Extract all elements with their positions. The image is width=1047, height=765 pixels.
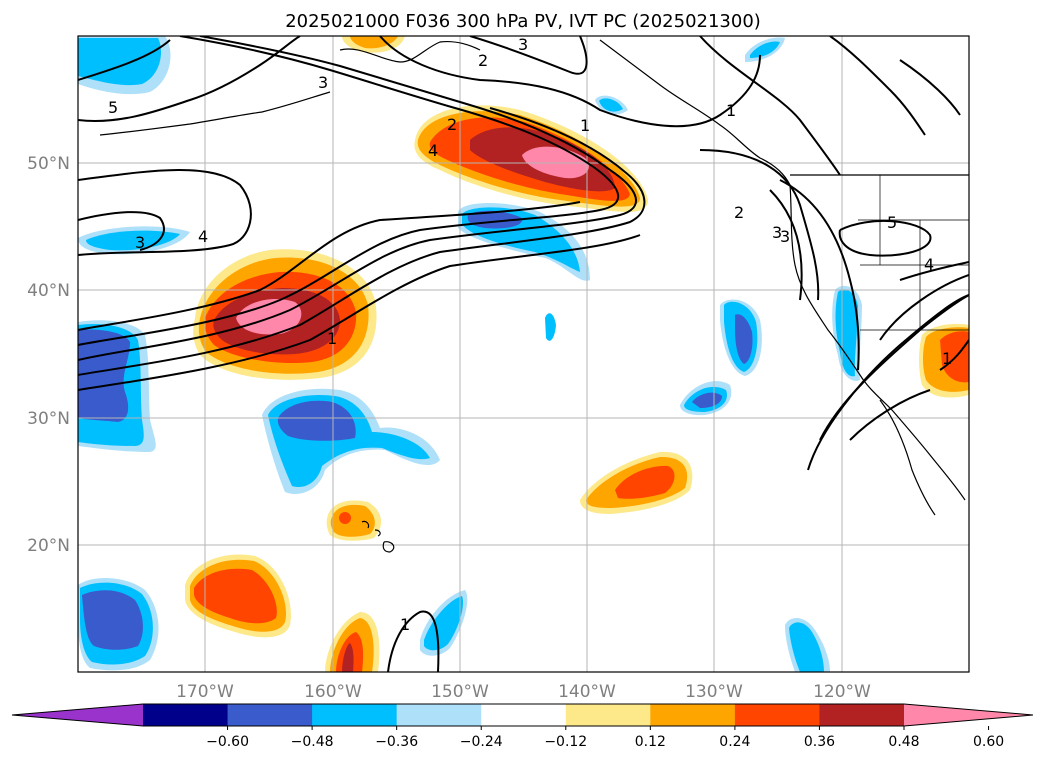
contour-label: 1 — [942, 349, 952, 368]
colorbar: −0.60 −0.48 −0.36 −0.24 −0.12 0.12 0.24 0.36 0.4… — [11, 703, 1034, 750]
aleutian-islands — [99, 91, 331, 136]
contour-label: 3 — [135, 233, 145, 252]
colorbar-segment — [312, 704, 398, 726]
map-frame — [77, 35, 970, 673]
alaska-coast — [339, 40, 481, 63]
coastlines — [99, 39, 969, 553]
neg-blob-subtrop-blue — [277, 400, 356, 441]
neg-blob-nw-core — [78, 38, 162, 86]
pos-blob-west-pink — [236, 298, 302, 335]
colorbar-outline — [11, 703, 1034, 727]
lon-tick-labels: 170°W 160°W 150°W 140°W 130°W 120°W — [176, 682, 871, 702]
baja — [879, 399, 936, 516]
pos-blob-top-core — [350, 36, 398, 49]
pos-blob-hawaii-core — [330, 504, 375, 537]
contour-label: 2 — [478, 51, 488, 70]
colorbar-segment — [143, 704, 229, 726]
contour-label: 5 — [108, 98, 118, 117]
lon-tick-label: 130°W — [685, 682, 743, 702]
pos-blob-south-dark — [342, 643, 354, 672]
contour-labels: 3 2 5 3 1 2 4 3 4 1 3 1 2 3 5 4 1 1 — [108, 35, 952, 634]
colorbar-tick-label: −0.36 — [375, 734, 418, 750]
colorbar-tick-label: −0.60 — [206, 734, 249, 750]
contour-label: 4 — [198, 227, 208, 246]
lon-tick-label: 150°W — [431, 682, 489, 702]
neg-blob-east-1-blue — [735, 314, 753, 364]
ivt-contours — [78, 36, 969, 672]
colorbar-extend-high — [904, 704, 1033, 726]
neg-blob-coast-core — [835, 289, 858, 377]
colorbar-tick-label: 0.60 — [973, 734, 1004, 750]
contour-label: 4 — [924, 255, 934, 274]
contour-label: 1 — [726, 101, 736, 120]
contour-label: 1 — [580, 116, 590, 135]
colorbar-segment — [650, 704, 736, 726]
lat-tick-label: 20°N — [27, 536, 70, 556]
contour-label: 2 — [447, 115, 457, 134]
lat-tick-labels: 50°N 40°N 30°N 20°N — [27, 154, 70, 556]
neg-blob-small-b-core — [750, 41, 780, 58]
neg-blob-small-c — [545, 313, 556, 341]
lat-tick-label: 50°N — [27, 154, 70, 174]
neg-blob-mid-blue — [467, 210, 523, 229]
lat-tick-label: 40°N — [27, 281, 70, 301]
colorbar-segment — [819, 704, 905, 726]
neg-blob-south-mid-core — [424, 596, 464, 651]
colorbar-segment — [396, 704, 482, 726]
contour-label: 5 — [887, 213, 897, 232]
lat-tick-label: 30°N — [27, 409, 70, 429]
colorbar-tick-label: −0.12 — [544, 734, 587, 750]
colorbar-tick-label: 0.24 — [719, 734, 750, 750]
pos-blob-hawaii-red — [339, 512, 351, 524]
contour-label: 3 — [318, 73, 328, 92]
neg-blob-sw-edge-blue — [82, 590, 143, 650]
bc-coast — [599, 39, 791, 186]
lon-tick-label: 160°W — [304, 682, 362, 702]
contour-label: 1 — [400, 615, 410, 634]
lon-tick-label: 140°W — [558, 682, 616, 702]
neg-blob-se-core — [789, 622, 824, 672]
colorbar-segment — [565, 704, 651, 726]
lon-tick-label: 120°W — [813, 682, 871, 702]
hawaii-islands — [361, 520, 395, 553]
pos-blob-sw-red — [194, 568, 277, 624]
contour-label: 3 — [518, 35, 528, 54]
map-panel: 3 2 5 3 1 2 4 3 4 1 3 1 2 3 5 4 1 1 — [78, 35, 969, 672]
neg-blob-small-a-core — [599, 98, 623, 112]
contour-label: 2 — [734, 203, 744, 222]
pos-blob-subtrop-east-red — [615, 465, 675, 499]
colorbar-extend-low — [12, 704, 143, 726]
pv-anomaly-fills — [78, 36, 969, 672]
colorbar-segment — [481, 704, 567, 726]
neg-blob-w-small-core — [86, 230, 180, 251]
colorbar-segment — [734, 704, 820, 726]
lon-tick-label: 170°W — [176, 682, 234, 702]
contour-label: 1 — [327, 329, 337, 348]
contour-label: 3 — [772, 223, 782, 242]
colorbar-tick-label: 0.12 — [635, 734, 666, 750]
colorbar-segment — [227, 704, 313, 726]
contour-label: 4 — [428, 141, 438, 160]
colorbar-tick-label: −0.24 — [460, 734, 503, 750]
colorbar-tick-label: 0.36 — [804, 734, 835, 750]
gridlines — [78, 36, 969, 672]
colorbar-tick-label: 0.48 — [888, 734, 919, 750]
colorbar-tick-label: −0.48 — [291, 734, 334, 750]
us-west-coast — [789, 184, 966, 501]
chart-title: 2025021000 F036 300 hPa PV, IVT PC (2025… — [285, 11, 761, 32]
contour-label: 3 — [780, 227, 790, 246]
